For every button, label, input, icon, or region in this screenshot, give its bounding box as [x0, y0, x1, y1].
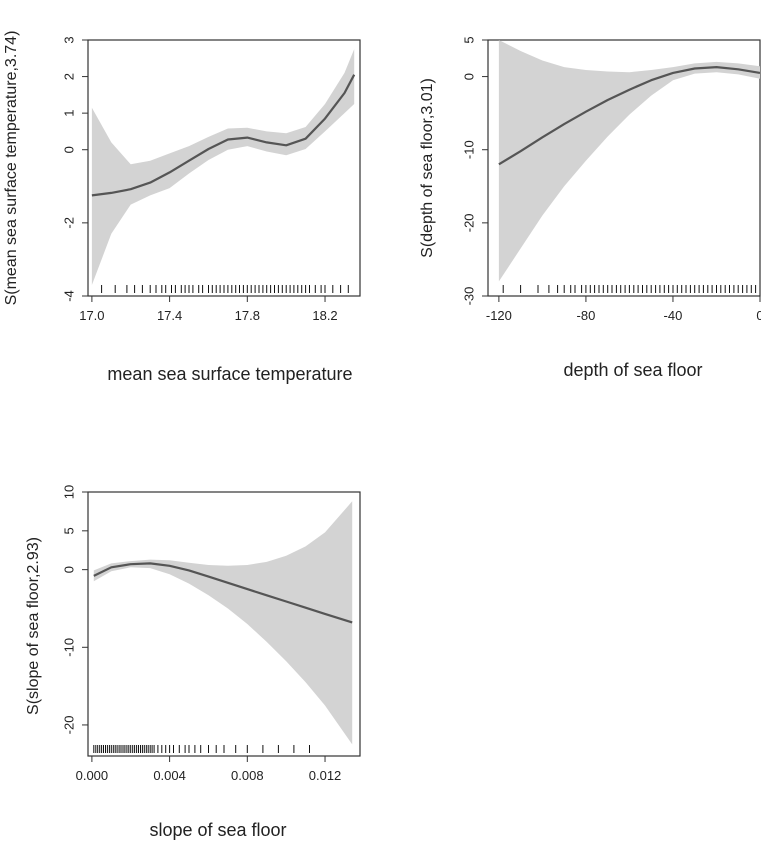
x-ticks: 17.0 17.4 17.8 18.2 — [79, 296, 338, 323]
x-ticks: 0.000 0.004 0.008 0.012 — [76, 756, 342, 783]
y-ticks: -30 -20 -10 0 5 — [461, 36, 488, 305]
x-tick-label: 0.000 — [76, 768, 109, 783]
rug-marks — [101, 285, 349, 293]
rug-marks — [93, 745, 310, 753]
x-tick-label: 17.8 — [235, 308, 260, 323]
smooth-curve — [498, 66, 761, 166]
x-axis-label: depth of sea floor — [563, 360, 702, 380]
x-tick-label: 0 — [756, 308, 761, 323]
y-axis-label: S(slope of sea floor,2.93) — [25, 537, 42, 715]
y-ticks: -20 -10 0 5 10 — [61, 485, 88, 735]
y-tick-label: -10 — [61, 638, 76, 657]
x-tick-label: 17.4 — [157, 308, 182, 323]
x-tick-label: 17.0 — [79, 308, 104, 323]
y-tick-label: 3 — [61, 36, 76, 43]
y-tick-label: -10 — [461, 140, 476, 159]
y-tick-label: -20 — [61, 716, 76, 735]
y-tick-label: -30 — [461, 287, 476, 306]
confidence-band-area — [498, 40, 760, 282]
y-tick-label: 0 — [461, 73, 476, 80]
y-tick-label: -20 — [461, 213, 476, 232]
x-tick-label: 18.2 — [312, 308, 337, 323]
y-tick-label: 0 — [61, 146, 76, 153]
confidence-band — [91, 49, 355, 285]
x-tick-label: 0.008 — [231, 768, 264, 783]
y-tick-label: 1 — [61, 110, 76, 117]
x-tick-label: 0.012 — [309, 768, 342, 783]
smooth-line — [93, 562, 353, 624]
smooth-curve — [91, 74, 356, 197]
confidence-band-area — [91, 49, 355, 285]
y-axis-label: S(mean sea surface temperature,3.74) — [3, 31, 20, 306]
plot-frame — [87, 39, 361, 297]
x-axis-label: slope of sea floor — [149, 820, 286, 840]
y-ticks: -4 -2 0 1 2 3 — [61, 36, 88, 302]
y-tick-label: -4 — [61, 290, 76, 302]
panel-sea-surface-temperature: 17.0 17.4 17.8 18.2 -4 -2 0 1 2 3 mean sea surfa… — [3, 31, 361, 384]
confidence-band — [498, 40, 760, 282]
rug-marks — [502, 285, 757, 293]
smooth-curve — [93, 562, 353, 624]
x-tick-label: 0.004 — [153, 768, 186, 783]
panel-depth-of-sea-floor: -120 -80 -40 0 -30 -20 -10 0 5 depth of sea flo… — [419, 36, 761, 380]
y-tick-label: 0 — [61, 566, 76, 573]
y-tick-label: 5 — [461, 36, 476, 43]
x-tick-label: -80 — [577, 308, 596, 323]
smooth-line — [91, 74, 356, 197]
x-tick-label: -120 — [486, 308, 512, 323]
panel-slope-of-sea-floor: 0.000 0.004 0.008 0.012 -20 -10 0 5 10 slope of… — [25, 485, 361, 840]
y-tick-label: 2 — [61, 73, 76, 80]
x-ticks: -120 -80 -40 0 — [486, 296, 761, 323]
plot-frame — [87, 491, 361, 757]
smooth-line — [498, 66, 761, 166]
x-tick-label: -40 — [664, 308, 683, 323]
confidence-band-area — [93, 501, 353, 745]
y-tick-label: -2 — [61, 217, 76, 229]
confidence-band — [93, 501, 353, 745]
plot-frame — [487, 39, 761, 297]
y-tick-label: 10 — [61, 485, 76, 499]
y-tick-label: 5 — [61, 527, 76, 534]
x-axis-label: mean sea surface temperature — [107, 364, 352, 384]
y-axis-label: S(depth of sea floor,3.01) — [419, 78, 436, 258]
